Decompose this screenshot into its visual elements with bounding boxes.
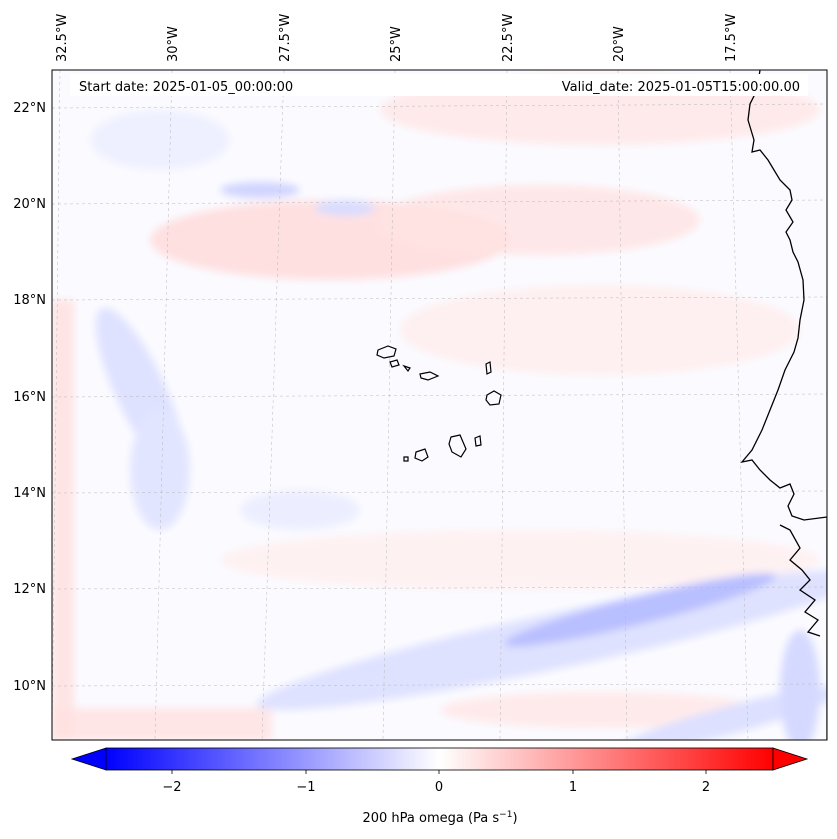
colorbar-extend-high [772, 747, 809, 771]
colorbar-label-close: ) [512, 811, 517, 826]
lat-label-22n: 22°N [13, 101, 46, 116]
colorbar-label-exponent: −1 [499, 810, 512, 820]
lon-label-17-5w: 17.5°W [724, 14, 739, 62]
colorbar-tick-marks [171, 770, 707, 774]
lon-label-27-5w: 27.5°W [278, 14, 293, 62]
lon-label-32-5w: 32.5°W [55, 14, 70, 62]
lat-label-14n: 14°N [13, 486, 46, 501]
map-frame [51, 69, 828, 741]
colorbar-tick-0: 0 [435, 780, 443, 795]
colorbar-tick-neg1: −1 [296, 780, 315, 795]
start-date-label: Start date: 2025-01-05_00:00:00 [79, 80, 293, 95]
map-panel: Start date: 2025-01-05_00:00:00 Valid_da… [51, 69, 828, 741]
colorbar-tick-2: 2 [702, 780, 710, 795]
lat-label-10n: 10°N [13, 679, 46, 694]
lat-label-16n: 16°N [13, 390, 46, 405]
lon-label-25w: 25°W [389, 26, 404, 62]
lat-label-20n: 20°N [13, 197, 46, 212]
colorbar-tick-1: 1 [569, 780, 577, 795]
date-header-box [70, 74, 808, 96]
lon-label-22-5w: 22.5°W [501, 14, 516, 62]
guinea-bissau-coastline [779, 524, 821, 637]
valid-date-label: Valid_date: 2025-01-05T15:00:00.00 [562, 80, 800, 95]
colorbar-label-main: 200 hPa omega (Pa s [362, 811, 499, 826]
lat-label-18n: 18°N [13, 293, 46, 308]
lat-label-12n: 12°N [13, 582, 46, 597]
west-africa-coastline [740, 70, 827, 740]
colorbar: −2 −1 0 1 2 200 hPa omega (Pa s−1) [70, 747, 809, 826]
colorbar-gradient [105, 747, 774, 771]
longitude-labels: 32.5°W 30°W 27.5°W 25°W 22.5°W 20°W 17.5… [55, 14, 739, 62]
lon-label-30w: 30°W [166, 26, 181, 62]
latitude-labels: 22°N 20°N 18°N 16°N 14°N 12°N 10°N [13, 101, 46, 694]
cape-verde-islands [376, 345, 502, 462]
colorbar-label: 200 hPa omega (Pa s−1) [362, 810, 517, 826]
omega-field [52, 70, 827, 740]
graticule [52, 70, 827, 740]
colorbar-tick-neg2: −2 [162, 780, 181, 795]
colorbar-extend-low [70, 747, 107, 771]
lon-label-20w: 20°W [612, 26, 627, 62]
